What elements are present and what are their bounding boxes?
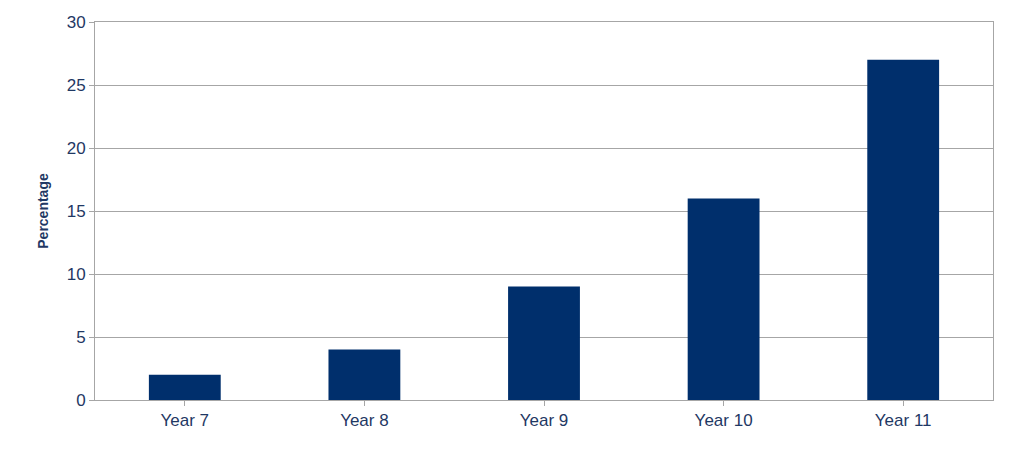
svg-text:0: 0 [76,391,85,410]
svg-text:10: 10 [67,265,86,284]
svg-text:20: 20 [67,139,86,158]
svg-text:Year 10: Year 10 [695,411,753,430]
svg-text:Year 8: Year 8 [340,411,389,430]
svg-text:5: 5 [76,328,85,347]
svg-text:25: 25 [67,76,86,95]
svg-text:30: 30 [67,13,86,32]
svg-text:Year 7: Year 7 [161,411,210,430]
svg-text:Year 11: Year 11 [875,411,932,430]
svg-text:Year 9: Year 9 [520,411,569,430]
svg-text:Percentage: Percentage [35,173,51,249]
svg-text:15: 15 [67,202,86,221]
